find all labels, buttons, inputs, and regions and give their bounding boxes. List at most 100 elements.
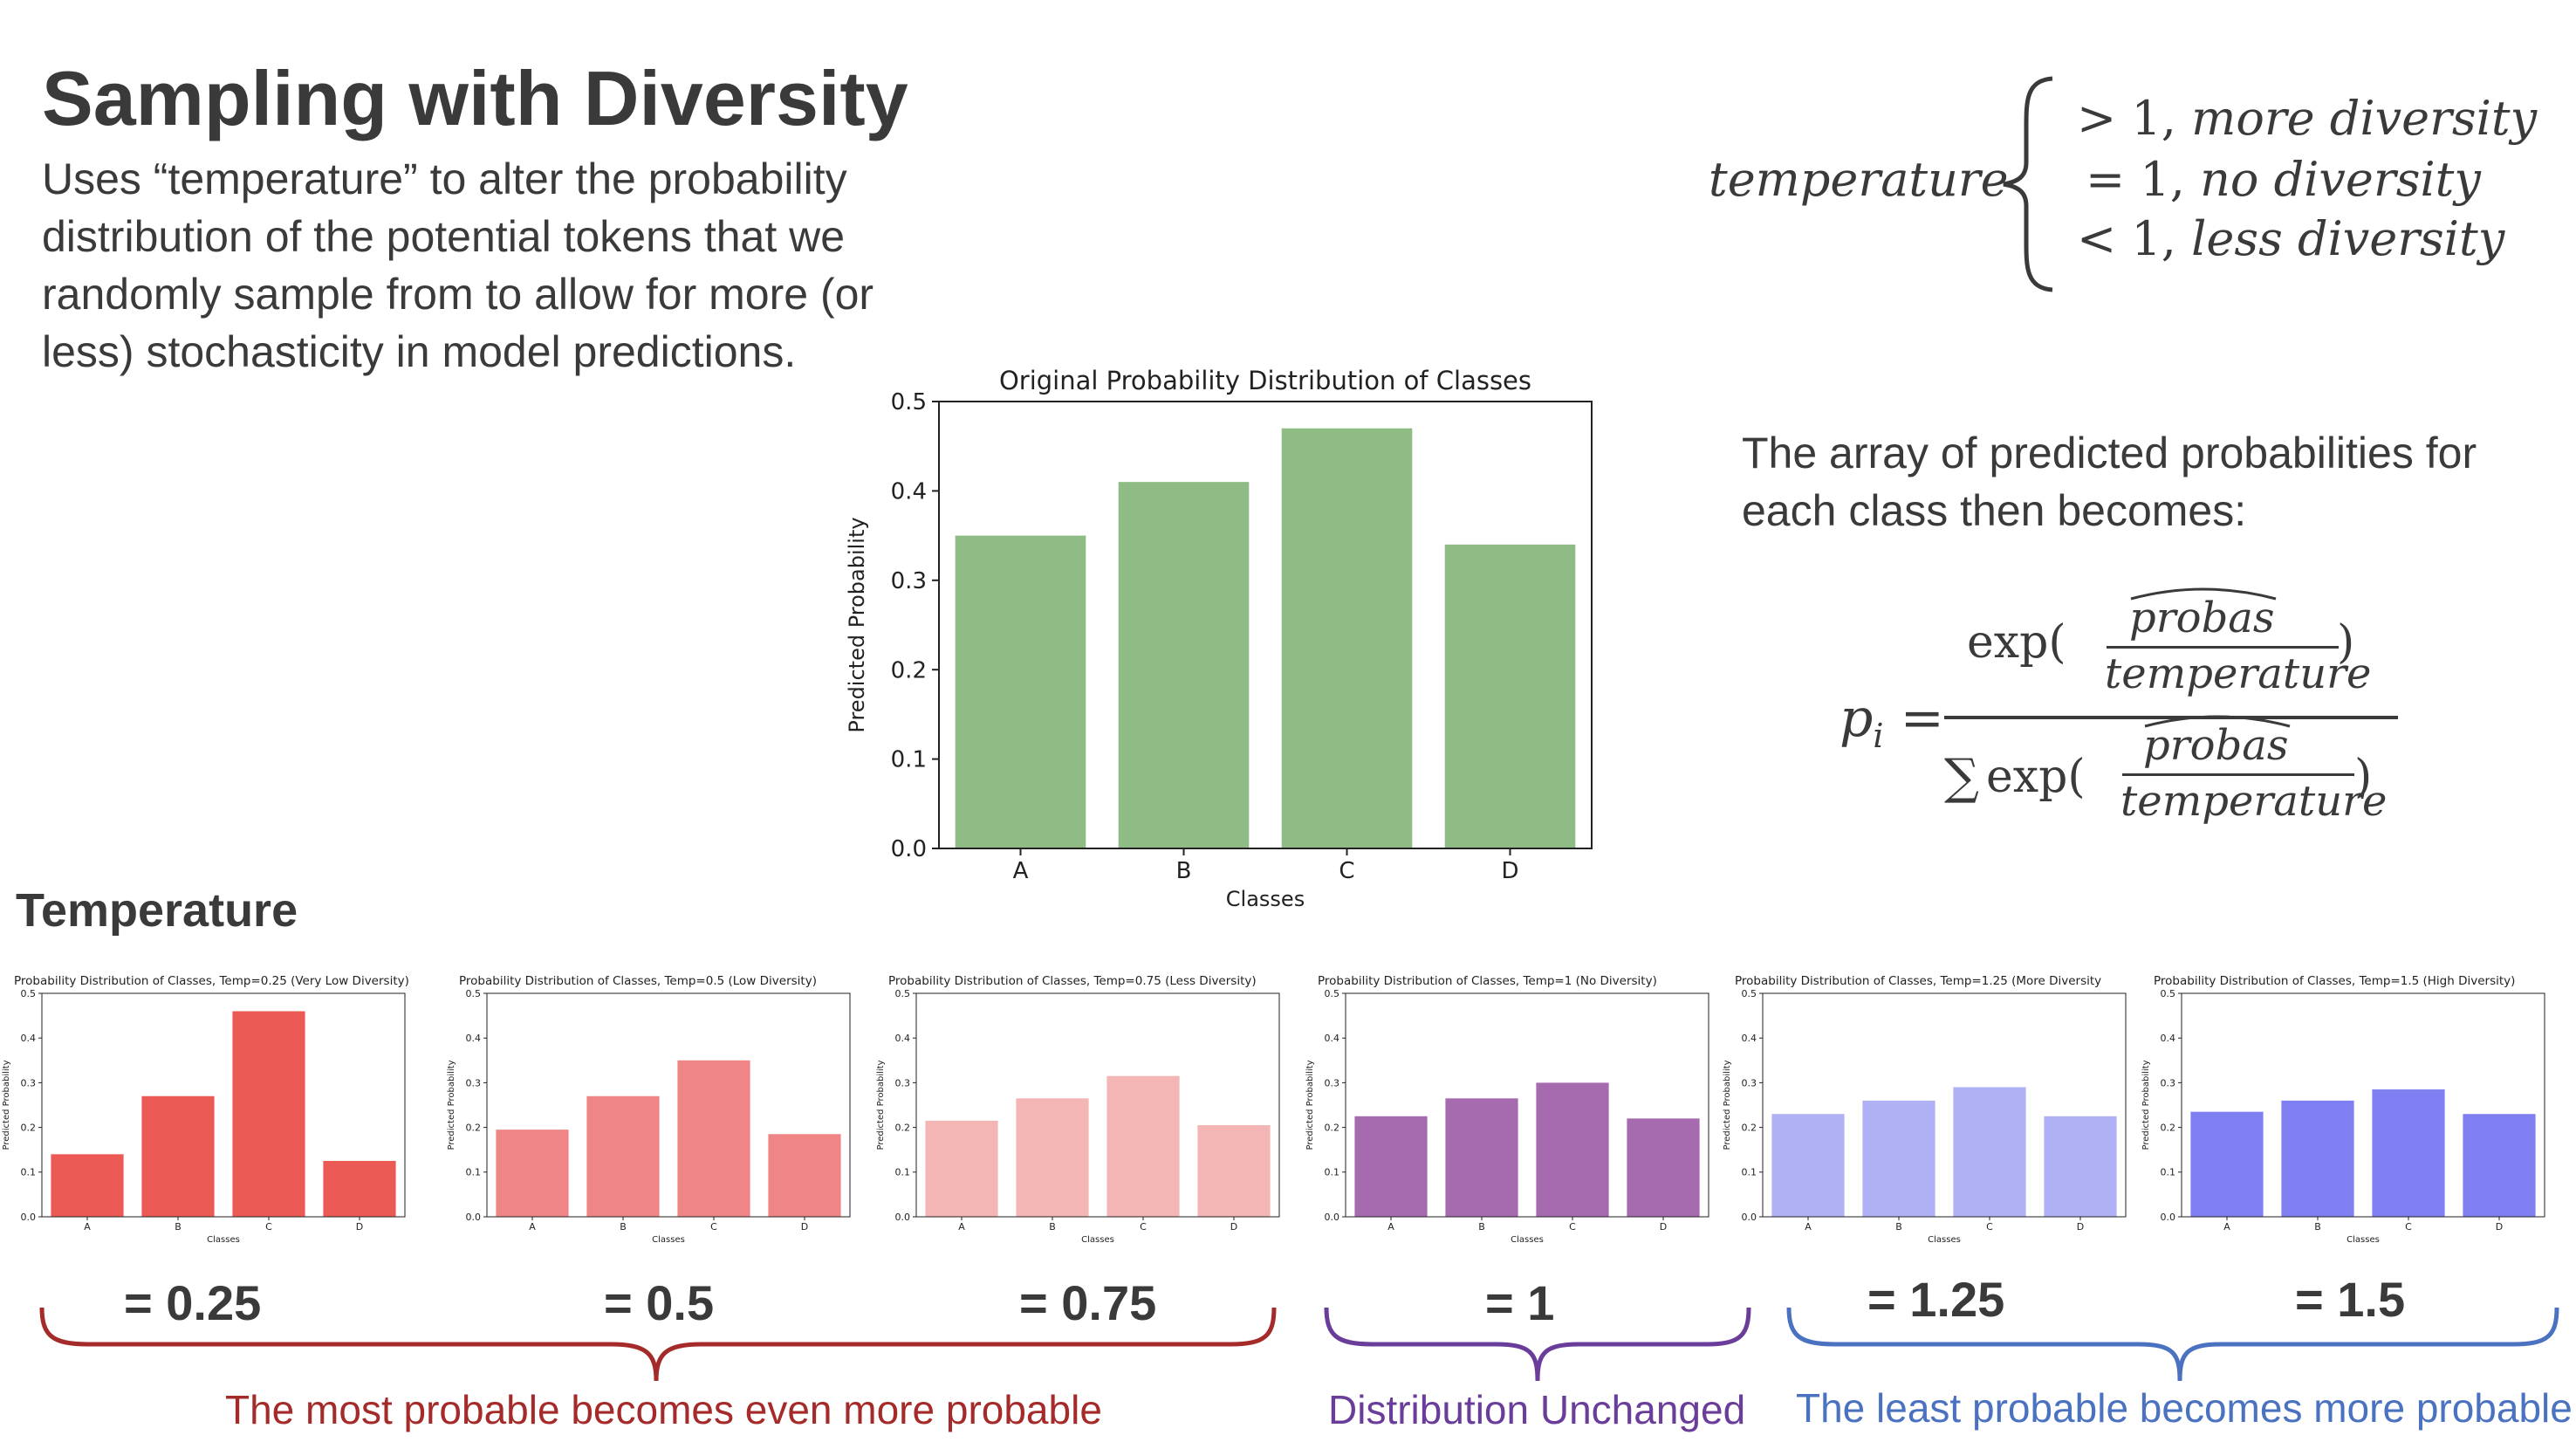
- y-tick-label: 0.1: [895, 1167, 911, 1178]
- y-axis-label: Predicted Probability: [447, 1060, 456, 1150]
- bar-B: [1016, 1098, 1089, 1217]
- y-tick-label: 0.2: [1742, 1122, 1757, 1133]
- plot-frame: [2181, 992, 2545, 1218]
- bar-D: [2463, 1114, 2536, 1217]
- x-tick-label-D: D: [801, 1221, 808, 1233]
- bar-C: [2372, 1089, 2445, 1217]
- temp-label-1: = 1: [1485, 1275, 1555, 1330]
- numerator-probas: probas: [2129, 594, 2275, 642]
- x-axis-label: Classes: [207, 1235, 240, 1245]
- original-distribution-chart: Original Probability Distribution of Cla…: [845, 366, 1593, 911]
- y-tick-label: 0.0: [891, 836, 927, 862]
- x-tick-label-A: A: [1387, 1221, 1394, 1233]
- y-tick-label: 0.3: [1742, 1077, 1757, 1088]
- caption-more-probable: The most probable becomes even more prob…: [225, 1387, 1102, 1432]
- y-tick-label: 0.5: [895, 988, 911, 999]
- x-tick-label-C: C: [1569, 1221, 1576, 1233]
- temperature-word: temperature: [1709, 152, 2009, 207]
- y-tick-label: 0.4: [21, 1033, 37, 1044]
- denominator-probas: probas: [2143, 721, 2289, 770]
- plot-frame: [938, 401, 1593, 849]
- y-tick-label: 0.4: [1742, 1033, 1757, 1044]
- chart-title: Probability Distribution of Classes, Tem…: [1318, 974, 1657, 988]
- y-tick-label: 0.2: [895, 1122, 911, 1133]
- bar-A: [51, 1154, 124, 1217]
- bar-B: [2281, 1100, 2354, 1217]
- y-tick-label: 0.2: [1325, 1122, 1340, 1133]
- bar-C: [1106, 1075, 1180, 1217]
- y-tick-label: 0.4: [891, 479, 927, 505]
- y-tick-label: 0.3: [21, 1077, 37, 1088]
- numerator-temperature: temperature: [2105, 649, 2372, 698]
- x-tick-label-B: B: [1049, 1221, 1056, 1233]
- group-braces: [39, 1307, 2559, 1382]
- y-axis-label: Predicted Probability: [876, 1060, 886, 1150]
- denominator-close: ): [2354, 751, 2373, 803]
- x-tick-label-A: A: [529, 1221, 536, 1233]
- y-tick-label: 0.5: [466, 988, 482, 999]
- temp-0-5-chart: Probability Distribution of Classes, Tem…: [447, 974, 851, 1245]
- x-tick-label-C: C: [1986, 1221, 1993, 1233]
- caption-less-probable: The least probable becomes more probable: [1796, 1385, 2573, 1431]
- case-less-relation: < 1: [2077, 211, 2162, 266]
- y-tick-label: 0.5: [1325, 988, 1340, 999]
- x-tick-label-D: D: [356, 1221, 363, 1233]
- x-tick-label-A: A: [1013, 858, 1029, 884]
- x-tick-label-A: A: [84, 1221, 91, 1233]
- case-none-relation: = 1: [2086, 152, 2170, 207]
- y-axis-label: Predicted Probability: [2141, 1060, 2151, 1150]
- y-tick-label: 0.5: [2161, 988, 2176, 999]
- x-axis-label: Classes: [652, 1235, 685, 1245]
- y-tick-label: 0.4: [1325, 1033, 1340, 1044]
- bar-C: [1536, 1082, 1609, 1217]
- chart-title: Probability Distribution of Classes, Tem…: [14, 974, 409, 988]
- plot-frame: [486, 992, 851, 1218]
- y-tick-label: 0.4: [895, 1033, 911, 1044]
- bar-A: [1354, 1116, 1428, 1217]
- temp-label-0-5: = 0.5: [604, 1275, 715, 1330]
- chart-title: Probability Distribution of Classes, Tem…: [1735, 974, 2101, 988]
- brace-unchanged: [1324, 1307, 1751, 1382]
- plot-frame: [1762, 992, 2127, 1218]
- temp-1-chart: Probability Distribution of Classes, Tem…: [1305, 974, 1709, 1245]
- bar-D: [323, 1161, 396, 1217]
- y-axis-label: Predicted Probability: [1723, 1060, 1732, 1150]
- bar-B: [1118, 482, 1250, 848]
- y-tick-label: 0.2: [21, 1122, 37, 1133]
- x-axis-label: Classes: [1511, 1235, 1544, 1245]
- denominator-exp: exp(: [1986, 751, 2086, 803]
- cases-brace: [2003, 76, 2053, 292]
- x-tick-label-D: D: [1660, 1221, 1667, 1233]
- bar-D: [1627, 1118, 1700, 1217]
- x-tick-label-B: B: [175, 1221, 182, 1233]
- x-tick-label-D: D: [1230, 1221, 1237, 1233]
- bar-D: [1444, 544, 1576, 848]
- bar-A: [955, 535, 1086, 848]
- y-tick-label: 0.3: [891, 568, 927, 594]
- x-tick-label-A: A: [1805, 1221, 1812, 1233]
- chart-title: Probability Distribution of Classes, Tem…: [888, 974, 1257, 988]
- x-tick-label-C: C: [2405, 1221, 2412, 1233]
- x-tick-label-D: D: [2496, 1221, 2503, 1233]
- x-tick-label-C: C: [710, 1221, 717, 1233]
- formula-p: p: [1840, 688, 1874, 749]
- bar-D: [2044, 1116, 2117, 1217]
- y-tick-label: 0.3: [466, 1077, 482, 1088]
- y-tick-label: 0.4: [2161, 1033, 2176, 1044]
- case-less-text: less diversity: [2191, 211, 2505, 266]
- chart-title: Probability Distribution of Classes, Tem…: [2154, 974, 2515, 988]
- bar-C: [1281, 428, 1413, 848]
- x-tick-label-B: B: [620, 1221, 627, 1233]
- y-tick-label: 0.0: [466, 1212, 482, 1223]
- formula-equals: =: [1900, 688, 1944, 749]
- x-tick-label-D: D: [2077, 1221, 2084, 1233]
- y-axis-label: Predicted Probability: [2, 1060, 11, 1150]
- x-tick-label-C: C: [1140, 1221, 1147, 1233]
- y-tick-label: 0.0: [2161, 1212, 2176, 1223]
- y-tick-label: 0.1: [2161, 1167, 2176, 1178]
- formula-main-bar: [1944, 716, 2398, 719]
- array-description: The array of predicted probabilities for…: [1742, 429, 2477, 535]
- bar-A: [496, 1130, 569, 1217]
- y-tick-label: 0.1: [1742, 1167, 1757, 1178]
- case-less: < 1, less diversity: [2077, 211, 2505, 266]
